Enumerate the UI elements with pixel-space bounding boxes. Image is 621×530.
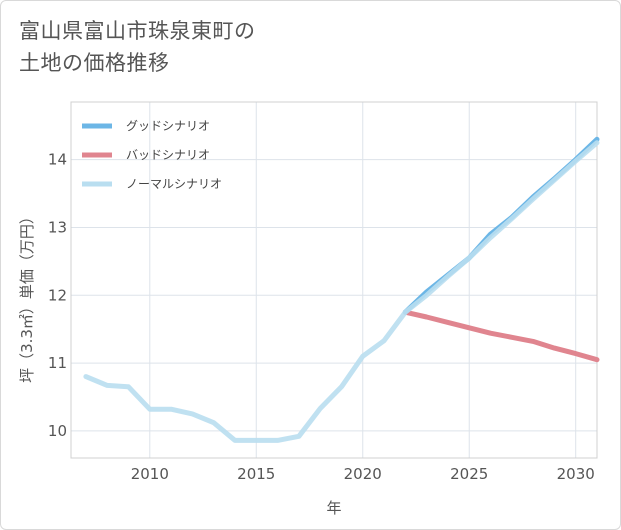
x-axis-title: 年 [326, 499, 341, 517]
page-title: 富山県富山市珠泉東町の 土地の価格推移 [19, 15, 256, 79]
y-tick-label: 11 [48, 354, 67, 372]
x-tick-label: 2015 [237, 465, 275, 483]
legend-label-bad: バッドシナリオ [126, 148, 210, 162]
plot-frame [70, 101, 598, 459]
y-tick-label: 14 [48, 151, 67, 169]
series-line-bad [402, 309, 600, 363]
x-tick-label: 2025 [450, 465, 488, 483]
y-tick-label: 10 [48, 422, 67, 440]
y-tick-label: 13 [48, 218, 67, 236]
title-line-2: 土地の価格推移 [19, 51, 170, 75]
x-tick-label: 2020 [344, 465, 382, 483]
grid [71, 102, 597, 458]
series-layer [83, 136, 600, 443]
y-tick-label: 12 [48, 286, 67, 304]
title-line-1: 富山県富山市珠泉東町の [19, 19, 256, 43]
x-tick-label: 2010 [131, 465, 169, 483]
legend-label-normal: ノーマルシナリオ [126, 177, 222, 191]
tick-labels: 2010 2015 2020 2025 2030 10 11 12 13 14 [48, 151, 595, 483]
legend-label-good: グッドシナリオ [126, 119, 210, 133]
y-axis-title: 坪（3.3㎡）単価（万円） [18, 209, 36, 383]
series-line-normal [83, 140, 600, 443]
x-tick-label: 2030 [557, 465, 595, 483]
